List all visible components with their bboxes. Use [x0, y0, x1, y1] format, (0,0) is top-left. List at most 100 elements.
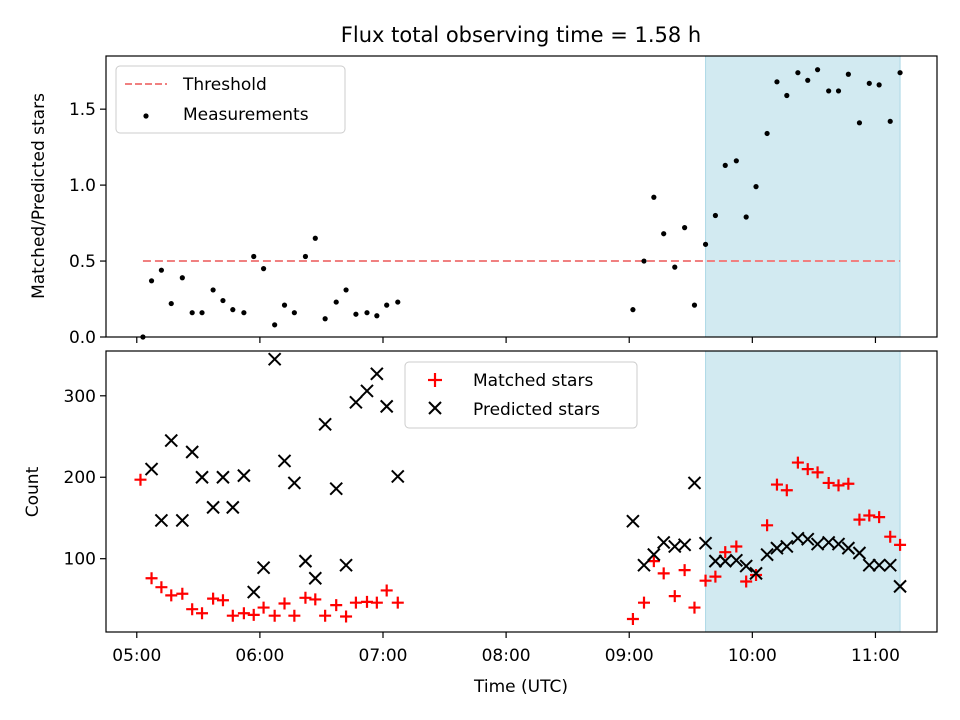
- matched-star-point: [319, 609, 332, 622]
- predicted-star-point: [872, 558, 886, 572]
- measurement-point: [281, 302, 288, 308]
- matched-star-point: [216, 594, 229, 607]
- x-axis-label: Time (UTC): [473, 677, 568, 697]
- measurement-point: [199, 310, 205, 316]
- predicted-star-point: [287, 476, 302, 490]
- predicted-star-point: [677, 538, 692, 552]
- y-axis-label-bottom: Count: [23, 466, 43, 517]
- predicted-star-point: [256, 560, 271, 575]
- x-tick-label: 09:00: [605, 646, 654, 666]
- predicted-star-point: [687, 476, 702, 490]
- measurement-point: [272, 322, 278, 328]
- measurement-point: [691, 302, 698, 308]
- matched-star-point: [699, 574, 712, 587]
- y-ticks-top: 0.0 0.5 1.0 1.5: [69, 100, 106, 348]
- predicted-star-point: [185, 445, 199, 459]
- matched-star-point: [842, 477, 855, 490]
- predicted-star-point: [154, 513, 169, 528]
- predicted-star-point: [318, 417, 332, 432]
- measurement-point: [722, 162, 728, 168]
- measurement-point: [784, 92, 790, 99]
- x-tick-label: 11:00: [851, 646, 900, 666]
- matched-star-point: [145, 572, 158, 585]
- matched-star-point: [309, 593, 322, 606]
- matched-star-point: [863, 509, 876, 522]
- predicted-star-point: [175, 513, 190, 528]
- measurement-point: [733, 158, 739, 164]
- matched-star-point: [330, 599, 343, 612]
- predicted-star-point: [277, 454, 292, 468]
- legend-threshold-label: Threshold: [182, 75, 267, 95]
- predicted-points: [144, 352, 907, 599]
- matched-points: [134, 456, 907, 625]
- matched-star-point: [791, 456, 804, 469]
- panel-bottom: 100 200 300 05:00 06:00 07:00 08:00 09:00 10:00…: [23, 350, 938, 697]
- x-ticks-top: [136, 337, 877, 343]
- measurement-point: [651, 194, 657, 200]
- panel-top: 0.0 0.5 1.0 1.5 Matched/Predicted stars Thr…: [29, 55, 938, 348]
- legend-matched-swatch: [428, 373, 442, 387]
- measurement-point: [630, 307, 636, 313]
- matched-star-point: [257, 601, 270, 614]
- measurement-point: [826, 88, 832, 94]
- matched-star-point: [832, 479, 845, 492]
- measurement-point: [764, 130, 770, 137]
- shaded-region-top: [705, 55, 901, 338]
- matched-star-point: [370, 596, 383, 609]
- y-tick-label: 300: [64, 387, 96, 407]
- measurement-point: [353, 311, 359, 317]
- y-ticks-bottom: 100 200 300: [64, 387, 106, 570]
- matched-star-point: [853, 513, 866, 526]
- legend-box-top: [115, 65, 346, 134]
- x-tick-label: 06:00: [235, 646, 284, 666]
- measurement-point: [210, 287, 216, 293]
- predicted-star-point: [237, 468, 251, 483]
- predicted-star-point: [329, 481, 343, 496]
- matched-star-point: [268, 609, 281, 622]
- measurement-point: [220, 297, 226, 304]
- predicted-star-point: [883, 558, 897, 572]
- predicted-star-point: [760, 547, 774, 562]
- matched-star-point: [761, 519, 774, 532]
- measurement-point: [856, 120, 863, 126]
- matched-star-point: [637, 596, 650, 609]
- measurement-point: [774, 79, 780, 85]
- measurement-point: [682, 225, 688, 231]
- x-tick-label: 08:00: [482, 646, 531, 666]
- y-tick-label: 0.5: [69, 252, 96, 272]
- observing-window-shade: [705, 55, 901, 338]
- measurement-point: [876, 82, 882, 88]
- y-tick-label: 0.0: [69, 328, 96, 348]
- legend-measurements-label: Measurements: [183, 105, 309, 125]
- matched-star-point: [894, 538, 907, 551]
- predicted-star-point: [226, 500, 240, 515]
- measurement-point: [179, 275, 185, 281]
- observing-window-shade: [705, 350, 901, 633]
- predicted-star-point: [308, 571, 322, 585]
- predicted-star-point: [749, 566, 763, 581]
- x-ticks-bottom: 05:00 06:00 07:00 08:00 09:00 10:00 11:00: [112, 632, 900, 666]
- matched-star-point: [626, 612, 639, 625]
- predicted-star-point: [656, 535, 671, 550]
- matched-star-point: [873, 511, 886, 524]
- matched-star-point: [340, 610, 353, 623]
- x-tick-label: 10:00: [728, 646, 777, 666]
- predicted-star-point: [206, 500, 220, 515]
- matched-star-point: [780, 484, 793, 497]
- axes-frame-bottom: [105, 350, 938, 633]
- predicted-star-point: [195, 470, 209, 484]
- chart-title: Flux total observing time = 1.58 h: [341, 23, 701, 47]
- predicted-star-point: [626, 514, 640, 528]
- predicted-star-point: [708, 554, 723, 568]
- predicted-star-point: [698, 536, 713, 550]
- matched-star-point: [196, 607, 209, 620]
- predicted-star-point: [164, 433, 178, 448]
- legend-measurements-swatch: [143, 113, 149, 119]
- y-tick-label: 1.0: [69, 176, 96, 196]
- predicted-star-point: [718, 554, 732, 568]
- legend-predicted-swatch: [428, 401, 442, 415]
- matched-star-point: [884, 530, 897, 543]
- y-tick-label: 200: [64, 468, 96, 488]
- predicted-star-point: [379, 399, 394, 414]
